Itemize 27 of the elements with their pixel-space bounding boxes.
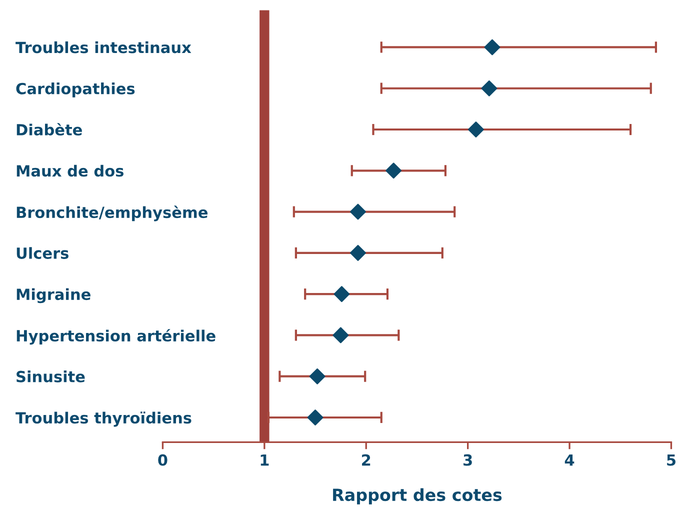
point: [309, 368, 326, 384]
y-tick-label: Troubles intestinaux: [16, 41, 192, 54]
x-tick-label: 5: [667, 454, 676, 466]
y-tick-label: Migraine: [16, 288, 90, 304]
point: [468, 122, 484, 138]
y-tick-label: Diabète: [16, 123, 82, 136]
point: [386, 162, 402, 179]
point: [484, 39, 500, 56]
y-tick-label: Troubles thyroïdiens: [16, 412, 192, 427]
point: [334, 286, 350, 302]
x-axis-title: Rapport des cotes: [333, 488, 502, 504]
x-tick-label: 2: [362, 454, 370, 466]
point: [307, 410, 324, 426]
point: [350, 244, 366, 261]
y-tick-label: Sinusite: [16, 370, 85, 382]
point: [332, 327, 349, 344]
y-tick-label: Maux de dos: [16, 164, 124, 177]
point: [350, 204, 366, 220]
y-tick-label: Bronchite/emphysème: [16, 206, 208, 222]
y-tick-label: Ulcers: [16, 247, 68, 259]
x-tick-label: 1: [260, 454, 269, 466]
x-tick-label: 0: [158, 454, 168, 466]
y-tick-label: Cardiopathies: [16, 82, 135, 98]
x-tick-label: 3: [464, 454, 472, 466]
point: [481, 80, 498, 96]
x-tick-label: 4: [564, 454, 574, 466]
y-tick-label: Hypertension artérielle: [16, 329, 216, 345]
